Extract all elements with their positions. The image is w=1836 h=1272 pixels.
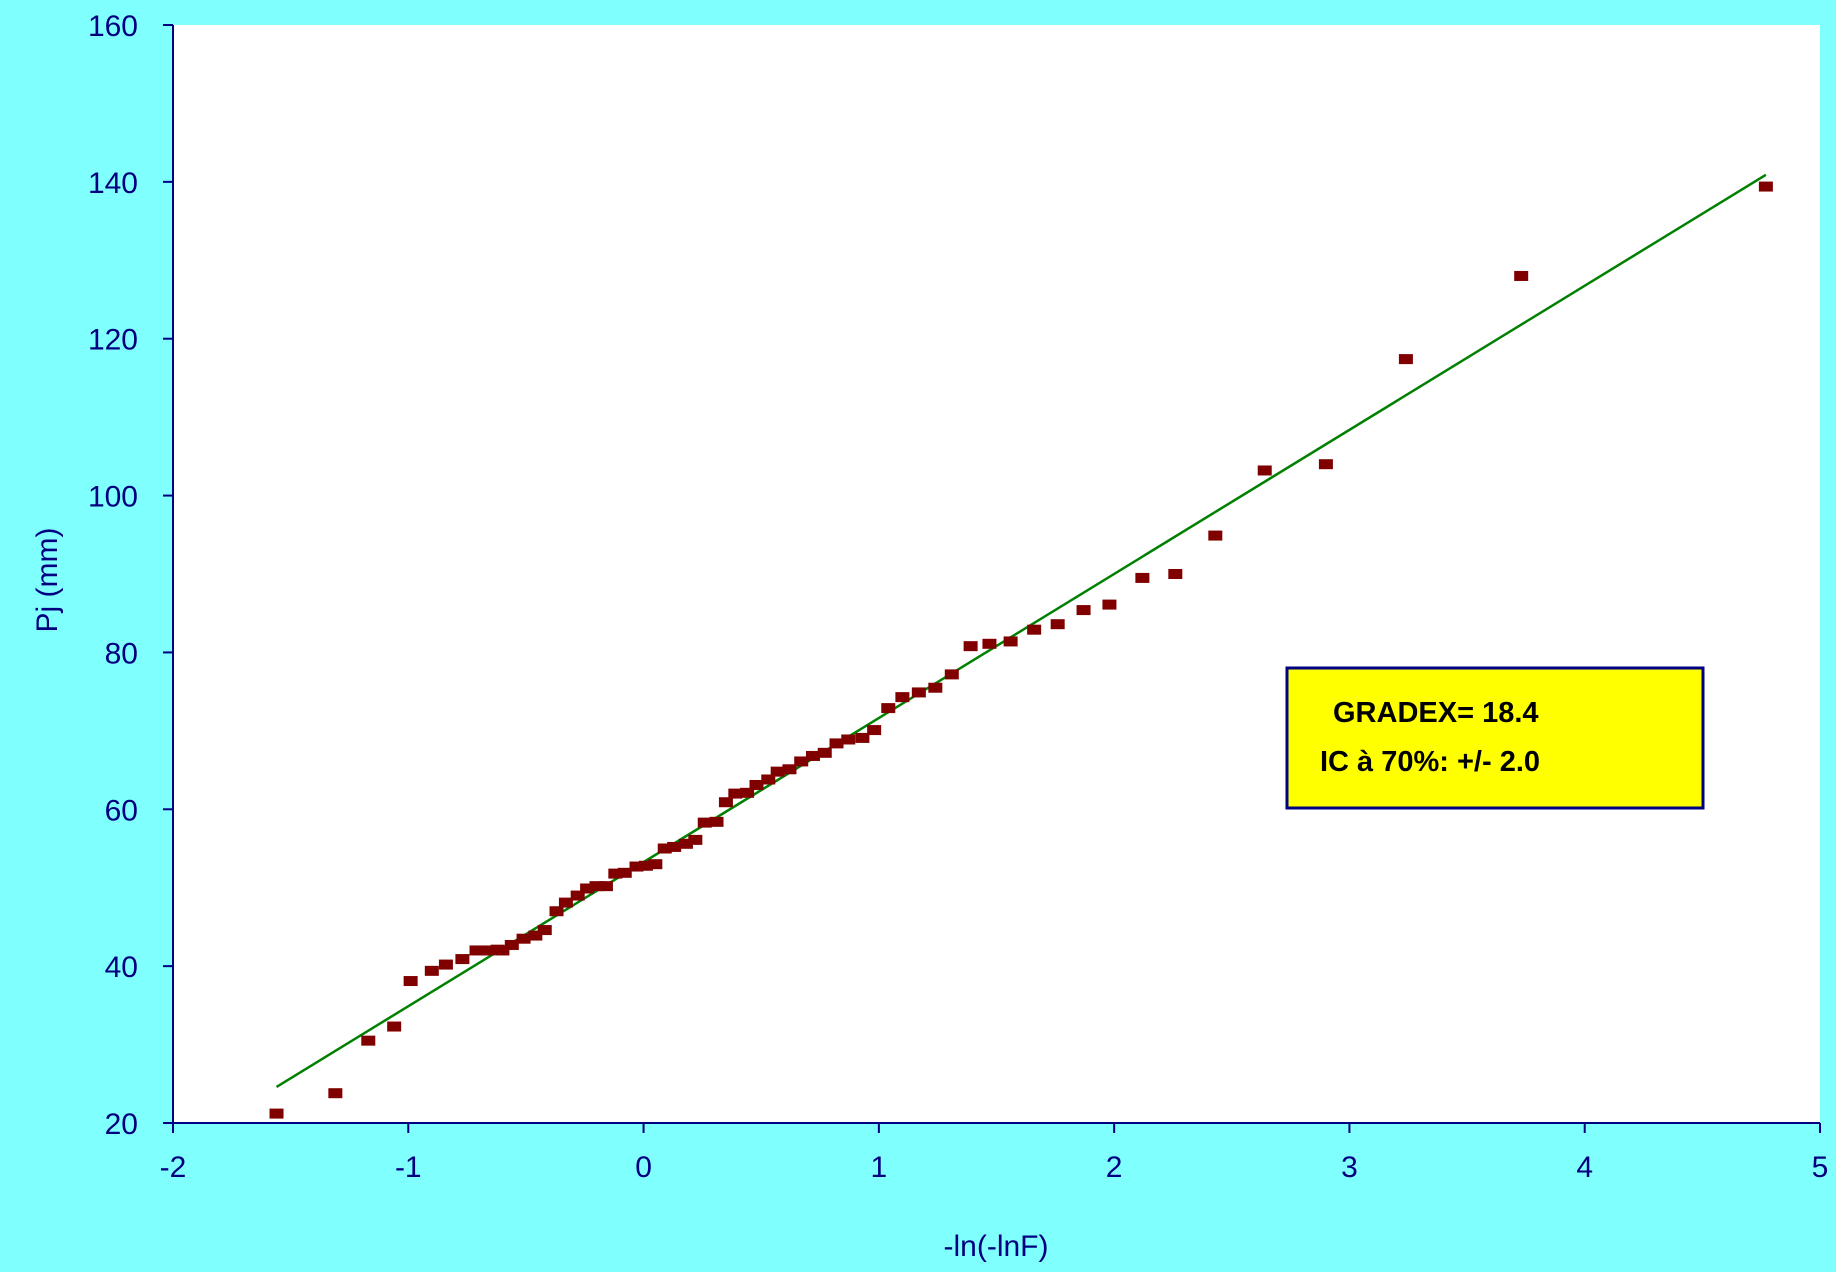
data-point: [895, 692, 910, 703]
data-point: [455, 954, 470, 965]
data-point: [269, 1108, 284, 1119]
data-point: [1076, 605, 1091, 616]
data-point: [361, 1035, 376, 1046]
data-point: [740, 787, 755, 798]
data-point: [504, 939, 519, 950]
x-tick-label: -2: [160, 1151, 187, 1184]
data-point: [1003, 636, 1018, 647]
data-point: [697, 817, 712, 828]
data-point: [1050, 619, 1065, 630]
data-point: [1135, 572, 1150, 583]
data-point: [728, 788, 743, 799]
x-tick-label: 5: [1812, 1151, 1829, 1184]
y-tick-label: 100: [88, 481, 138, 514]
data-point: [881, 703, 896, 714]
data-point: [438, 959, 453, 970]
data-point: [570, 890, 585, 901]
y-tick-label: 20: [105, 1108, 138, 1141]
data-point: [782, 764, 797, 775]
y-tick-label: 40: [105, 951, 138, 984]
y-axis: 20 40 60 80 100 120 140 160: [88, 10, 174, 1141]
data-point: [718, 797, 733, 808]
data-point: [855, 732, 870, 743]
data-point: [598, 881, 613, 892]
data-point: [403, 976, 418, 987]
data-point: [608, 868, 623, 879]
annotation-line-2: IC à 70%: +/- 2.0: [1320, 746, 1540, 778]
data-point: [1208, 530, 1223, 541]
data-point: [749, 779, 764, 790]
data-point: [516, 933, 531, 944]
data-point: [549, 906, 564, 917]
data-point: [638, 860, 653, 871]
data-point: [537, 925, 552, 936]
data-point: [1318, 459, 1333, 470]
data-point: [963, 641, 978, 652]
data-point: [1168, 569, 1183, 579]
data-point: [841, 734, 856, 745]
gradex-annotation: GRADEX= 18.4 IC à 70%: +/- 2.0: [1285, 666, 1705, 810]
annotation-box: [1285, 666, 1705, 810]
data-point: [424, 965, 439, 976]
data-point: [469, 945, 484, 956]
y-tick-label: 140: [88, 167, 138, 200]
data-point: [617, 867, 632, 878]
data-point: [817, 747, 832, 758]
data-point: [794, 756, 809, 767]
data-point: [589, 881, 604, 892]
data-point: [495, 945, 510, 956]
y-tick-label: 80: [105, 637, 138, 670]
data-point: [761, 774, 776, 785]
data-point: [580, 883, 595, 894]
data-point: [1758, 181, 1773, 192]
data-point: [688, 834, 703, 845]
annotation-line-1: GRADEX= 18.4: [1333, 697, 1539, 729]
data-point: [657, 843, 672, 854]
data-point: [928, 682, 943, 693]
y-tick-label: 60: [105, 794, 138, 827]
x-axis: -2 -1 0 1 2 3 4 5: [160, 1122, 1829, 1184]
data-point: [944, 669, 959, 680]
data-point: [328, 1088, 343, 1099]
data-point: [829, 738, 844, 749]
y-tick-label: 120: [88, 324, 138, 357]
data-point: [629, 861, 644, 872]
y-tick-label: 160: [88, 10, 138, 43]
data-point: [1102, 599, 1117, 610]
data-point: [982, 638, 997, 649]
data-point: [770, 766, 785, 777]
data-point: [1257, 465, 1272, 476]
data-point: [911, 687, 926, 698]
plot-area: [173, 25, 1820, 1123]
data-point: [1398, 354, 1413, 365]
data-point: [805, 750, 820, 761]
data-point: [481, 945, 496, 956]
data-point: [678, 838, 693, 849]
x-tick-label: 1: [871, 1151, 888, 1184]
x-tick-label: -1: [395, 1151, 422, 1184]
data-point: [867, 725, 882, 736]
data-points-series: [269, 181, 1773, 1119]
data-point: [709, 816, 724, 827]
data-point: [1514, 270, 1529, 281]
x-axis-title: -ln(-lnF): [944, 1230, 1049, 1263]
x-tick-label: 3: [1341, 1151, 1358, 1184]
data-point: [558, 897, 573, 908]
data-point: [528, 930, 543, 941]
data-point: [1027, 624, 1042, 635]
x-tick-label: 2: [1106, 1151, 1123, 1184]
x-tick-label: 0: [635, 1151, 652, 1184]
data-point: [648, 859, 663, 870]
data-point: [387, 1021, 402, 1032]
data-point: [667, 841, 682, 852]
x-tick-label: 4: [1576, 1151, 1593, 1184]
y-axis-title: Pj (mm): [31, 528, 64, 633]
